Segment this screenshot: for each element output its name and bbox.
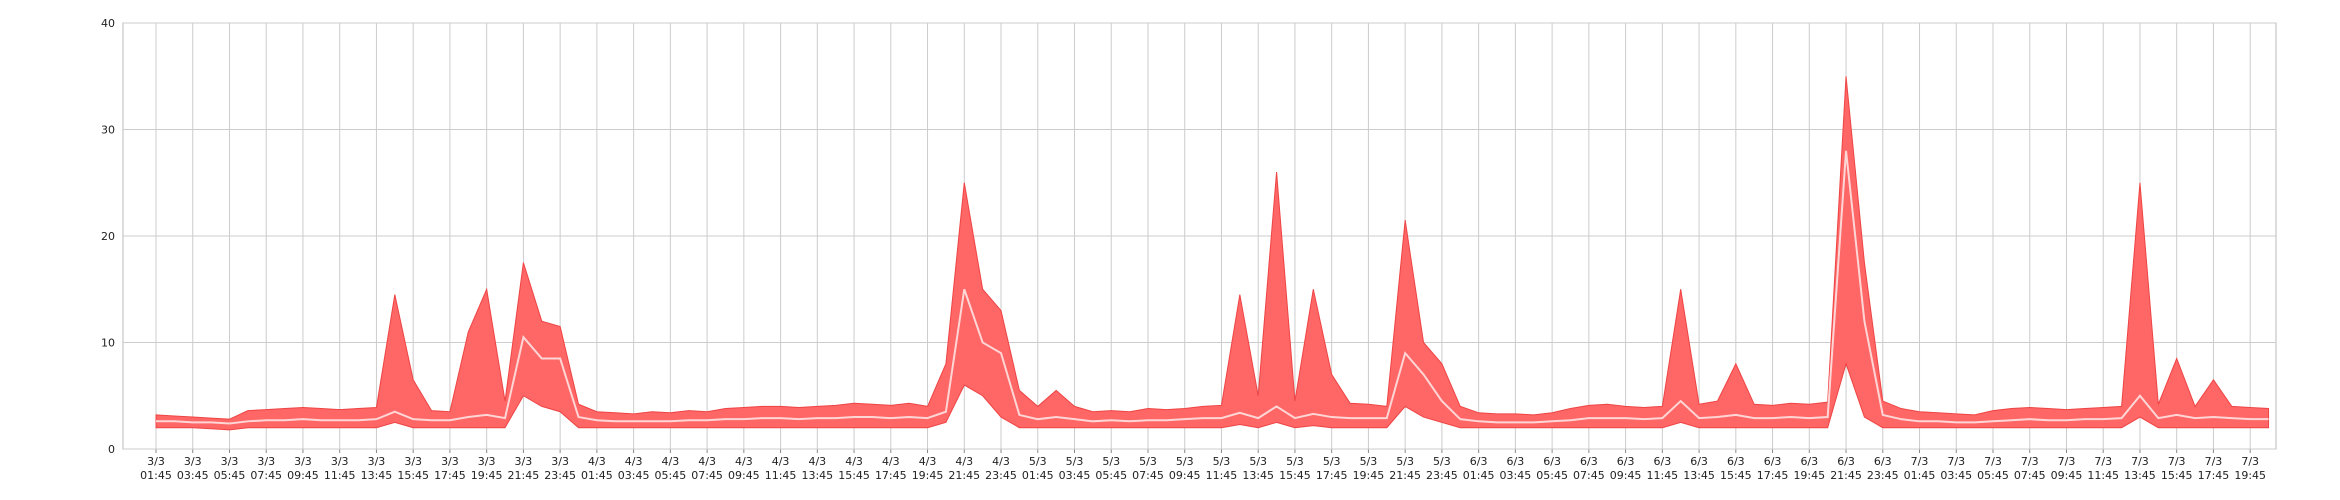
x-tick-label: 6/3 09:45 <box>1610 455 1642 482</box>
x-tick-label: 7/3 09:45 <box>2051 455 2083 482</box>
y-tick-label: 30 <box>101 124 115 137</box>
y-tick-label: 20 <box>101 230 115 243</box>
x-tick-label: 5/3 03:45 <box>1059 455 1091 482</box>
x-tick-label: 5/3 15:45 <box>1279 455 1311 482</box>
x-tick-label: 4/3 17:45 <box>875 455 907 482</box>
x-tick-label: 3/3 05:45 <box>214 455 246 482</box>
x-tick-label: 7/3 15:45 <box>2161 455 2193 482</box>
x-tick-label: 3/3 09:45 <box>287 455 319 482</box>
x-tick-label: 7/3 19:45 <box>2234 455 2266 482</box>
x-tick-label: 3/3 13:45 <box>361 455 393 482</box>
x-tick-label: 3/3 17:45 <box>434 455 466 482</box>
x-tick-label: 4/3 23:45 <box>985 455 1017 482</box>
x-tick-label: 5/3 13:45 <box>1242 455 1274 482</box>
x-tick-label: 3/3 21:45 <box>508 455 540 482</box>
x-tick-label: 4/3 19:45 <box>912 455 944 482</box>
x-tick-label: 5/3 17:45 <box>1316 455 1348 482</box>
y-tick-label: 0 <box>108 443 115 456</box>
x-tick-label: 6/3 13:45 <box>1683 455 1715 482</box>
x-tick-label: 3/3 11:45 <box>324 455 356 482</box>
x-tick-label: 7/3 17:45 <box>2198 455 2230 482</box>
x-tick-label: 5/3 11:45 <box>1206 455 1238 482</box>
range-area <box>155 76 2270 431</box>
x-tick-label: 6/3 21:45 <box>1830 455 1862 482</box>
x-tick-label: 5/3 01:45 <box>1022 455 1054 482</box>
x-tick-label: 7/3 07:45 <box>2014 455 2046 482</box>
x-tick-label: 6/3 19:45 <box>1793 455 1825 482</box>
x-tick-label: 4/3 11:45 <box>765 455 797 482</box>
x-tick-label: 3/3 03:45 <box>177 455 209 482</box>
y-tick-label: 10 <box>101 337 115 350</box>
x-tick-label: 7/3 03:45 <box>1940 455 1972 482</box>
x-tick-label: 7/3 01:45 <box>1904 455 1936 482</box>
x-tick-label: 5/3 07:45 <box>1132 455 1164 482</box>
x-tick-label: 5/3 09:45 <box>1169 455 1201 482</box>
x-tick-label: 7/3 13:45 <box>2124 455 2156 482</box>
x-tick-label: 4/3 03:45 <box>618 455 650 482</box>
x-tick-label: 5/3 21:45 <box>1389 455 1421 482</box>
x-tick-label: 6/3 01:45 <box>1463 455 1495 482</box>
x-tick-label: 7/3 11:45 <box>2087 455 2119 482</box>
x-tick-label: 5/3 05:45 <box>1095 455 1127 482</box>
x-tick-label: 3/3 15:45 <box>397 455 429 482</box>
x-tick-label: 3/3 23:45 <box>544 455 576 482</box>
x-tick-label: 4/3 07:45 <box>691 455 723 482</box>
x-tick-label: 6/3 15:45 <box>1720 455 1752 482</box>
x-tick-label: 6/3 07:45 <box>1573 455 1605 482</box>
x-tick-label: 4/3 15:45 <box>838 455 870 482</box>
x-tick-label: 6/3 05:45 <box>1536 455 1568 482</box>
x-tick-label: 3/3 07:45 <box>250 455 282 482</box>
x-tick-label: 5/3 19:45 <box>1353 455 1385 482</box>
x-tick-label: 6/3 17:45 <box>1757 455 1789 482</box>
x-tick-label: 4/3 21:45 <box>948 455 980 482</box>
x-tick-label: 6/3 11:45 <box>1646 455 1678 482</box>
x-tick-label: 6/3 23:45 <box>1867 455 1899 482</box>
x-tick-label: 4/3 05:45 <box>655 455 687 482</box>
x-tick-label: 4/3 13:45 <box>801 455 833 482</box>
x-tick-label: 7/3 05:45 <box>1977 455 2009 482</box>
x-tick-label: 4/3 09:45 <box>728 455 760 482</box>
y-tick-label: 40 <box>101 17 115 30</box>
x-tick-label: 5/3 23:45 <box>1426 455 1458 482</box>
x-tick-label: 6/3 03:45 <box>1500 455 1532 482</box>
x-tick-label: 3/3 01:45 <box>140 455 172 482</box>
mean-line <box>156 150 2269 425</box>
x-tick-label: 3/3 19:45 <box>471 455 503 482</box>
x-tick-label: 4/3 01:45 <box>581 455 613 482</box>
